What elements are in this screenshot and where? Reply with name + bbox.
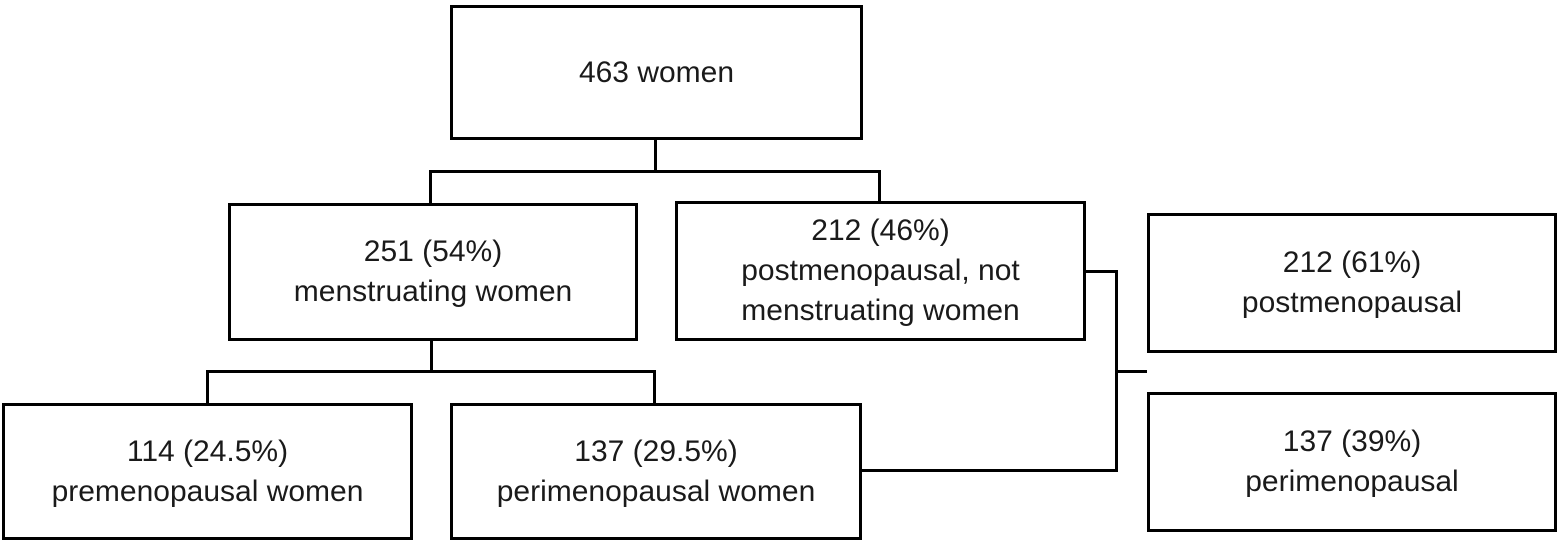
node-total-women: 463 women: [450, 5, 863, 140]
node-line: 212 (61%): [1282, 246, 1422, 279]
connector-level3-tbar: [206, 370, 656, 373]
node-line: 463 women: [578, 55, 735, 89]
node-line: 212 (46%): [811, 214, 950, 247]
connector-level3-drop-left: [206, 370, 209, 404]
node-perimenopausal: 137 (39%) perimenopausal: [1147, 392, 1557, 532]
node-perimenopausal-women: 137 (29.5%) perimenopausal women: [450, 403, 862, 540]
connector-postmenopausal-out: [1084, 270, 1115, 273]
node-line: menstruating women: [741, 294, 1020, 327]
node-line: perimenopausal women: [496, 474, 816, 508]
connector-level3-drop-right: [653, 370, 656, 404]
node-postmenopausal: 212 (61%) postmenopausal: [1147, 213, 1557, 353]
node-line: postmenopausal, not: [741, 254, 1020, 287]
node-postmenopausal-not-menstruating: 212 (46%) postmenopausal, not menstruati…: [675, 201, 1086, 341]
connector-root-riser: [654, 139, 657, 172]
connector-level2-drop-left: [429, 170, 432, 204]
node-menstruating-women: 251 (54%) menstruating women: [228, 203, 638, 341]
connector-perimenopausal-out: [860, 469, 1115, 472]
connector-level2-drop-right: [878, 170, 881, 204]
connector-right-stub: [1115, 370, 1147, 373]
node-line: 251 (54%): [363, 235, 503, 268]
node-premenopausal-women: 114 (24.5%) premenopausal women: [2, 403, 413, 540]
node-line: postmenopausal: [1241, 286, 1463, 319]
node-line: 137 (39%): [1282, 425, 1422, 458]
connector-menstruating-riser: [430, 339, 433, 372]
connector-level2-tbar: [429, 170, 881, 173]
node-line: 114 (24.5%): [126, 434, 289, 468]
node-line: premenopausal women: [51, 474, 364, 508]
node-line: menstruating women: [293, 275, 573, 308]
node-line: perimenopausal: [1245, 465, 1459, 498]
node-line: 137 (29.5%): [574, 434, 738, 468]
